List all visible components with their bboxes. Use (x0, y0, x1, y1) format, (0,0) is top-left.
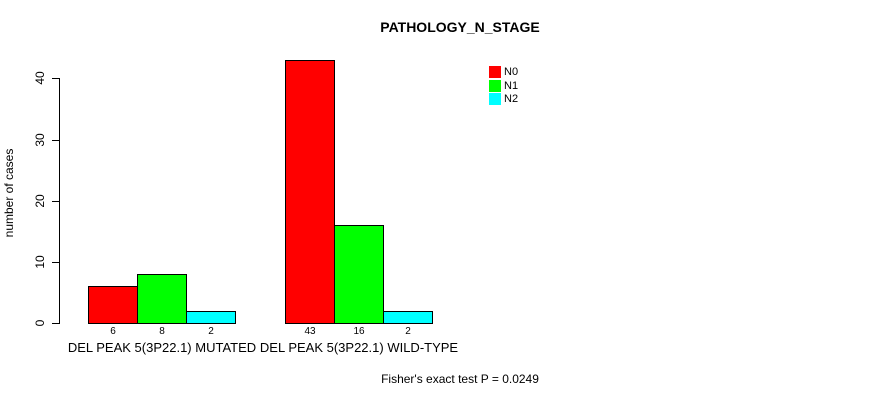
category-label: DEL PEAK 5(3P22.1) WILD-TYPE (259, 340, 459, 355)
y-tick-label: 20 (33, 193, 47, 208)
y-tick-label: 10 (33, 255, 47, 269)
bar-value-label: 16 (353, 326, 365, 337)
y-tick-label: 40 (33, 71, 47, 86)
annotation-text: Fisher's exact test P = 0.0249 (381, 372, 539, 386)
y-tick-label: 30 (33, 132, 47, 147)
bar-n2-group2 (383, 311, 433, 324)
legend-label: N0 (504, 66, 519, 78)
legend-swatch-n2 (489, 93, 501, 105)
y-tick-mark (52, 200, 59, 202)
legend-label: N2 (504, 93, 519, 105)
bar-n0-group1 (88, 286, 138, 324)
bar-value-label: 43 (304, 326, 316, 337)
bar-value-label: 2 (405, 326, 411, 337)
bar-n1-group2 (334, 225, 384, 324)
bar-n0-group2 (285, 60, 335, 324)
y-axis-line (59, 78, 60, 324)
legend-label: N1 (504, 79, 519, 92)
y-tick-mark (52, 261, 59, 263)
y-tick-label: 0 (33, 319, 47, 327)
y-axis-label: number of cases (2, 148, 16, 238)
bar-value-label: 6 (110, 326, 116, 337)
bar-value-label: 2 (208, 326, 214, 337)
y-tick-mark (52, 139, 59, 141)
y-tick-mark (52, 323, 59, 324)
legend-swatch-n1 (489, 79, 501, 92)
bar-n2-group1 (186, 311, 236, 324)
y-tick-mark (52, 78, 59, 80)
category-label: DEL PEAK 5(3P22.1) MUTATED (67, 340, 257, 355)
chart-title: PATHOLOGY_N_STAGE (380, 19, 540, 35)
bar-n1-group1 (137, 274, 187, 324)
bar-value-label: 8 (159, 326, 165, 337)
legend-swatch-n0 (489, 66, 501, 78)
